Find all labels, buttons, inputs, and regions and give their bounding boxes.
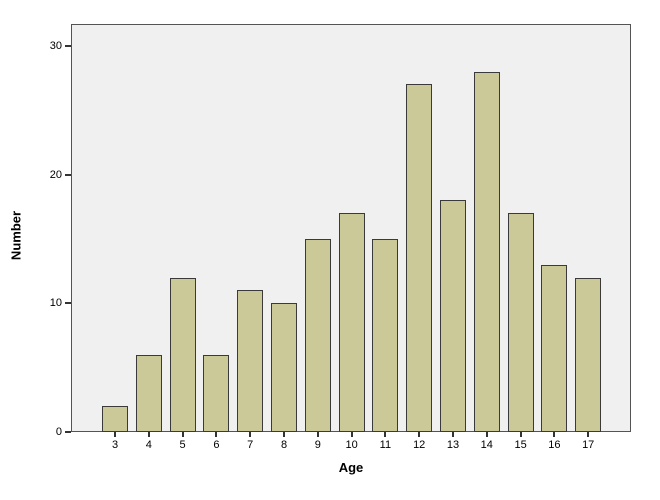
x-tick-mark bbox=[418, 432, 421, 437]
x-tick-mark bbox=[384, 432, 387, 437]
x-tick-label: 14 bbox=[480, 439, 493, 451]
x-tick-label: 6 bbox=[213, 439, 220, 451]
x-tick-mark bbox=[316, 432, 319, 437]
bar-age-9 bbox=[304, 238, 331, 432]
bar-age-4 bbox=[135, 354, 162, 432]
bar-age-6 bbox=[203, 354, 230, 432]
x-tick-label: 7 bbox=[247, 439, 254, 451]
x-tick-mark bbox=[553, 432, 556, 437]
x-tick-label: 3 bbox=[111, 439, 119, 451]
x-tick-label: 5 bbox=[179, 439, 186, 451]
bar-age-7 bbox=[237, 290, 264, 432]
x-tick-label: 12 bbox=[413, 439, 426, 451]
bar-age-15 bbox=[507, 213, 534, 432]
x-tick-mark bbox=[249, 432, 252, 437]
x-tick-label: 16 bbox=[548, 439, 561, 451]
y-axis-title: Number bbox=[8, 210, 24, 261]
bar-age-16 bbox=[541, 264, 568, 432]
y-tick-mark bbox=[65, 44, 71, 47]
x-tick-label: 8 bbox=[280, 439, 288, 451]
x-tick-label: 17 bbox=[582, 439, 595, 451]
x-tick-label: 11 bbox=[379, 439, 392, 451]
bar-age-5 bbox=[169, 277, 196, 432]
y-tick-label: 10 bbox=[49, 297, 62, 310]
x-tick-mark bbox=[215, 432, 218, 437]
x-tick-mark bbox=[485, 432, 488, 437]
x-tick-label: 9 bbox=[314, 439, 321, 451]
bar-age-17 bbox=[575, 277, 602, 432]
bar-age-13 bbox=[440, 200, 466, 432]
y-tick-label: 20 bbox=[49, 168, 62, 181]
y-tick-mark bbox=[65, 173, 71, 176]
x-tick-label: 10 bbox=[345, 439, 358, 451]
x-tick-mark bbox=[283, 432, 285, 437]
bar-age-11 bbox=[372, 238, 399, 432]
x-tick-mark bbox=[147, 432, 150, 437]
y-tick-label: 0 bbox=[55, 426, 62, 438]
bar-age-8 bbox=[271, 303, 297, 432]
x-tick-mark bbox=[350, 432, 353, 437]
bar-age-14 bbox=[473, 71, 500, 432]
bar-age-10 bbox=[338, 213, 365, 432]
y-tick-label: 30 bbox=[49, 39, 62, 52]
bar-age-12 bbox=[406, 84, 433, 432]
x-axis-title: Age bbox=[338, 460, 364, 475]
x-tick-mark bbox=[519, 432, 522, 437]
x-tick-mark bbox=[181, 432, 184, 437]
y-tick-mark bbox=[65, 302, 71, 305]
x-tick-label: 13 bbox=[446, 439, 460, 451]
x-tick-mark bbox=[114, 432, 116, 437]
bar-age-3 bbox=[102, 406, 128, 432]
y-tick-mark bbox=[65, 431, 71, 433]
x-tick-label: 15 bbox=[514, 439, 527, 451]
x-tick-mark bbox=[452, 432, 454, 437]
x-tick-mark bbox=[587, 432, 590, 437]
x-tick-label: 4 bbox=[145, 439, 152, 451]
